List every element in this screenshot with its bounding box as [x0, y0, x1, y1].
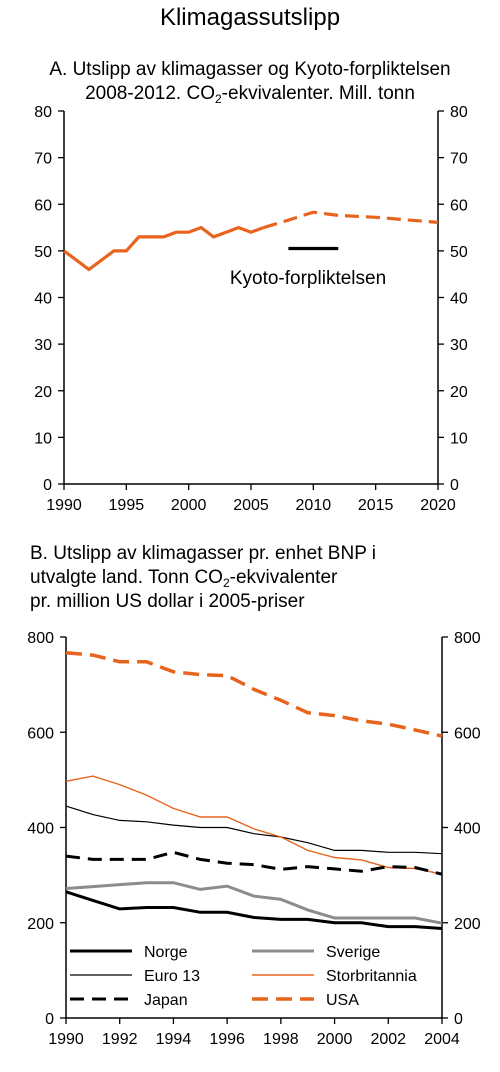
chart-b-title-line1: B. Utslipp av klimagasser pr. enhet BNP … [30, 543, 377, 564]
chart-a-title-line2-post: -ekvivalenter. Mill. tonn [221, 83, 415, 104]
chart-b-legend-label-usa: USA [326, 992, 359, 1009]
chart-a-emissions-line [63, 225, 265, 272]
chart-b-y-tick-label-left: 800 [27, 630, 54, 647]
chart-a-title-line2: 2008-2012. CO2-ekvivalenter. Mill. tonn [0, 82, 500, 106]
chart-a-y-tick-label-right: 0 [450, 477, 459, 494]
chart-b-title-line2: utvalgte land. Tonn CO2-ekvivalenter [30, 566, 337, 590]
chart-a-x-tick-label: 2000 [171, 497, 207, 514]
chart-b-y-tick-label-right: 200 [454, 916, 481, 933]
chart-a-y-tick-label-left: 80 [34, 104, 52, 121]
chart-a-y-tick-label-left: 60 [34, 197, 52, 214]
chart-a-y-tick-label-right: 60 [450, 197, 468, 214]
chart-a-x-tick-label: 2020 [420, 497, 456, 514]
chart-b-y-tick-label-left: 400 [27, 821, 54, 838]
chart-a-y-tick-label-left: 0 [43, 477, 52, 494]
chart-a-title-line1: A. Utslipp av klimagasser og Kyoto-forpl… [49, 59, 451, 80]
chart-b-legend-label-norge: Norge [144, 944, 188, 961]
chart-b-line-storbritannia [65, 775, 443, 875]
chart-a-x-tick-label: 2015 [358, 497, 394, 514]
chart-a-y-tick-label-right: 70 [450, 151, 468, 168]
chart-b-x-tick-label: 1994 [156, 1031, 192, 1048]
chart-a-y-tick-label-right: 80 [450, 104, 468, 121]
chart-a-y-tick-label-left: 30 [34, 337, 52, 354]
chart-b-x-tick-label: 2002 [370, 1031, 406, 1048]
chart-b-legend-label-sverige: Sverige [326, 944, 380, 961]
chart-b-y-tick-label-right: 800 [454, 630, 481, 647]
chart-b-legend-label-storbritannia: Storbritannia [326, 968, 417, 985]
chart-b-y-tick-label-right: 600 [454, 725, 481, 742]
chart-a-y-tick-label-left: 20 [34, 384, 52, 401]
chart-b-y-tick-label-left: 600 [27, 725, 54, 742]
chart-b-x-tick-label: 2004 [424, 1031, 460, 1048]
chart-b-y-tick-label-left: 0 [45, 1011, 54, 1028]
chart-a-x-tick-label: 1990 [46, 497, 82, 514]
chart-b-x-tick-label: 1996 [209, 1031, 245, 1048]
chart-b-title-line2-pre: utvalgte land. Tonn CO [30, 567, 223, 588]
main-title: Klimagassutslipp [159, 4, 341, 31]
chart-a-y-tick-label-left: 10 [34, 430, 52, 447]
chart-a-y-tick-label-right: 10 [450, 430, 468, 447]
chart-b-y-tick-label-right: 400 [454, 821, 481, 838]
chart-a-x-tick-label: 1995 [109, 497, 145, 514]
chart-b-x-tick-label: 1998 [263, 1031, 299, 1048]
chart-a-y-tick-label-right: 20 [450, 384, 468, 401]
chart-b-x-tick-label: 1990 [48, 1031, 84, 1048]
chart-b-legend-label-euro-13: Euro 13 [144, 968, 200, 985]
chart-b: 0 0 200 200 400 400 600 600 800 800 1990 1992 1994 19… [27, 630, 481, 1048]
chart-a-projection-line [263, 210, 439, 230]
chart-b-title-line2-post: -ekvivalenter [229, 567, 338, 588]
chart-a-y-tick-label-left: 40 [34, 291, 52, 308]
chart-a-y-tick-label-left: 70 [34, 151, 52, 168]
chart-a-title-line2-sub: 2 [214, 92, 222, 106]
chart-a-y-tick-label-left: 50 [34, 244, 52, 261]
chart-b-line-euro-13 [65, 805, 443, 855]
chart-a-x-tick-label: 2005 [233, 497, 269, 514]
chart-a-x-tick-label: 2010 [296, 497, 332, 514]
chart-b-x-tick-label: 1992 [102, 1031, 138, 1048]
chart-b-line-norge [65, 890, 443, 930]
chart-a-y-tick-label-right: 50 [450, 244, 468, 261]
chart-b-line-usa [65, 650, 443, 738]
chart-b-x-tick-label: 2000 [317, 1031, 353, 1048]
chart-a-annotation-kyoto: Kyoto-forpliktelsen [230, 268, 386, 289]
chart-b-title-line3: pr. million US dollar i 2005-priser [30, 591, 305, 612]
chart-a-y-tick-label-right: 40 [450, 291, 468, 308]
chart-b-y-tick-label-left: 200 [27, 916, 54, 933]
chart-b-title-line2-sub: 2 [222, 576, 230, 590]
chart-a-title-line2-pre: 2008-2012. CO [85, 83, 215, 104]
chart-b-legend-label-japan: Japan [144, 992, 188, 1009]
chart-b-y-tick-label-right: 0 [454, 1011, 463, 1028]
chart-b-line-sverige [65, 881, 443, 925]
chart-a-y-tick-label-right: 30 [450, 337, 468, 354]
chart-b-line-japan [65, 850, 443, 876]
